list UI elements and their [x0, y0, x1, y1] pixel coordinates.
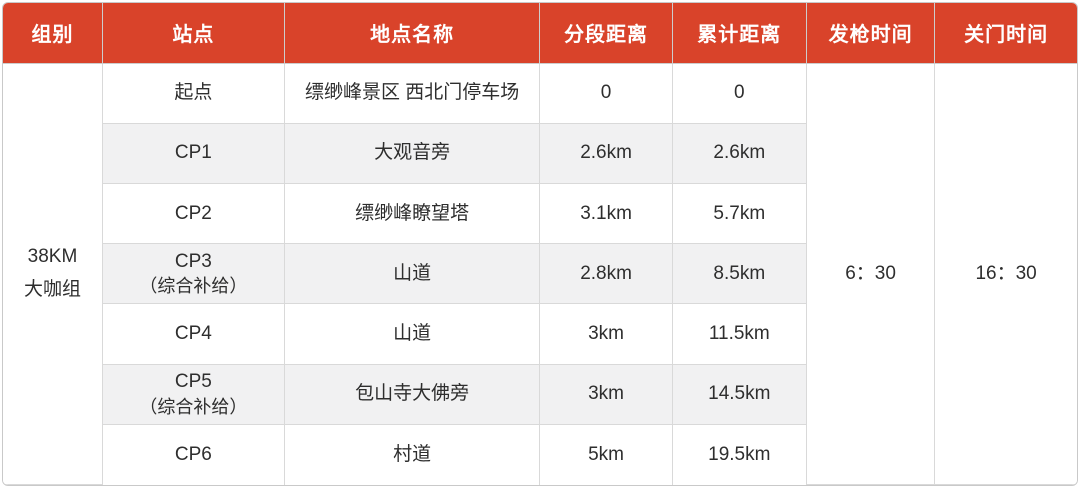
header-row: 组别 站点 地点名称 分段距离 累计距离 发枪时间 关门时间 [3, 3, 1077, 64]
segment-cell: 5km [539, 423, 673, 485]
cumulative-cell: 14.5km [671, 363, 807, 425]
station-note: （综合补给） [139, 396, 248, 417]
segment-cell: 2.8km [539, 243, 673, 305]
station-cell: CP5 （综合补给） [102, 363, 285, 425]
location-cell: 包山寺大佛旁 [283, 363, 541, 425]
segment-cell: 3km [539, 363, 673, 425]
cumulative-cell: 19.5km [671, 423, 807, 485]
location-cell: 山道 [283, 303, 541, 365]
segment-cell: 0 [539, 62, 673, 124]
cumulative-cell: 0 [671, 62, 807, 124]
cumulative-cell: 5.7km [671, 182, 807, 245]
cumulative-cell: 11.5km [671, 303, 807, 365]
station-label: CP6 [174, 443, 212, 465]
location-cell: 村道 [283, 423, 541, 485]
cumulative-cell: 8.5km [671, 243, 807, 305]
location-cell: 大观音旁 [283, 122, 541, 184]
table-row: CP6 村道 5km 19.5km [3, 423, 1077, 485]
station-cell: CP3 （综合补给） [102, 243, 285, 305]
close-time-cell: 16：30 [934, 62, 1077, 485]
table-row: CP5 （综合补给） 包山寺大佛旁 3km 14.5km [3, 363, 1077, 425]
station-label: CP5 [174, 371, 212, 393]
station-cell: CP1 [102, 122, 285, 184]
race-checkpoint-table: 组别 站点 地点名称 分段距离 累计距离 发枪时间 关门时间 38KM 大咖组 … [3, 3, 1077, 485]
location-cell: 缥缈峰景区 西北门停车场 [283, 62, 541, 124]
station-cell: CP2 [102, 182, 285, 245]
segment-cell: 3.1km [539, 182, 673, 245]
column-header-gun-time: 发枪时间 [805, 3, 936, 64]
column-header-station: 站点 [101, 3, 285, 64]
segment-cell: 3km [539, 303, 673, 365]
station-label: CP4 [174, 323, 212, 345]
station-label: CP3 [174, 250, 212, 272]
column-header-cumulative: 累计距离 [671, 3, 807, 64]
column-header-close-time: 关门时间 [934, 3, 1077, 64]
table-row: 38KM 大咖组 起点 缥缈峰景区 西北门停车场 0 0 6：30 16：30 [3, 62, 1077, 485]
gun-time-cell: 6：30 [805, 62, 936, 485]
group-distance-label: 38KM [27, 246, 78, 268]
station-note: （综合补给） [139, 276, 248, 297]
cumulative-cell: 2.6km [671, 122, 807, 184]
station-label: CP2 [174, 202, 212, 224]
station-cell: CP4 [102, 303, 285, 365]
station-cell: 起点 [101, 62, 285, 124]
segment-cell: 2.6km [539, 122, 673, 184]
column-header-group: 组别 [3, 3, 103, 64]
group-cell: 38KM 大咖组 [3, 62, 103, 485]
station-cell: CP6 [102, 423, 285, 485]
station-label: CP1 [174, 142, 212, 164]
column-header-location: 地点名称 [283, 3, 541, 64]
location-cell: 山道 [283, 243, 541, 305]
station-label: 起点 [174, 82, 213, 104]
location-cell: 缥缈峰瞭望塔 [283, 182, 541, 245]
table-row: CP2 缥缈峰瞭望塔 3.1km 5.7km [3, 182, 1077, 245]
column-header-segment: 分段距离 [539, 3, 673, 64]
group-name-label: 大咖组 [23, 278, 81, 300]
